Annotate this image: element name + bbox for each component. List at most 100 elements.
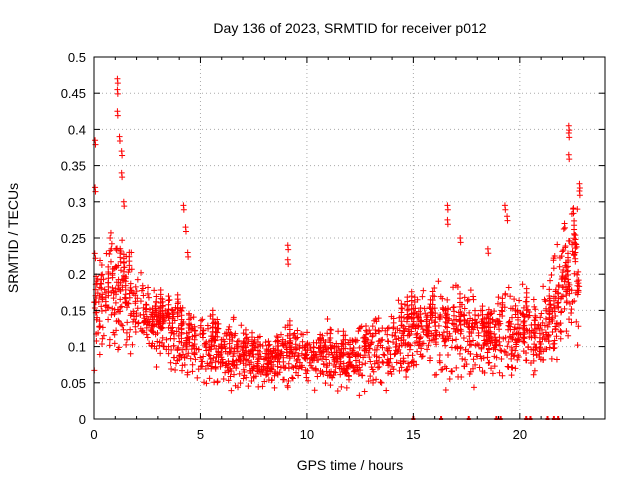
- data-point: [166, 296, 173, 303]
- data-point: [361, 388, 368, 395]
- data-point: [458, 374, 465, 381]
- data-point: [98, 308, 105, 315]
- data-point: [235, 337, 242, 344]
- data-point: [107, 234, 114, 241]
- data-point: [277, 364, 284, 371]
- data-point: [121, 203, 128, 210]
- data-point: [395, 297, 402, 304]
- data-point: [226, 331, 233, 338]
- data-point: [143, 324, 150, 331]
- data-point: [374, 342, 381, 349]
- data-point: [425, 342, 432, 349]
- data-point: [549, 329, 556, 336]
- data-point: [203, 341, 210, 348]
- data-point: [317, 331, 324, 338]
- data-point: [365, 378, 372, 385]
- data-point: [157, 350, 164, 357]
- data-point: [562, 283, 569, 290]
- data-point: [390, 339, 397, 346]
- data-point: [511, 296, 518, 303]
- data-point: [386, 345, 393, 352]
- data-point: [502, 349, 509, 356]
- data-point: [550, 255, 557, 262]
- data-point: [234, 338, 241, 345]
- data-point: [461, 305, 468, 312]
- data-point: [393, 359, 400, 366]
- data-point: [105, 270, 112, 277]
- data-point: [385, 370, 392, 377]
- data-point: [575, 323, 582, 330]
- data-point: [191, 323, 198, 330]
- data-point: [504, 363, 511, 370]
- data-point: [456, 318, 463, 325]
- data-point: [289, 374, 296, 381]
- data-point: [397, 360, 404, 367]
- data-point: [197, 322, 204, 329]
- data-point: [507, 293, 514, 300]
- data-point: [105, 263, 112, 270]
- data-point: [436, 359, 443, 366]
- data-point: [442, 386, 449, 393]
- data-point: [230, 358, 237, 365]
- data-point: [509, 331, 516, 338]
- data-point: [194, 374, 201, 381]
- data-point: [466, 320, 473, 327]
- data-point: [505, 284, 512, 291]
- data-point: [311, 387, 318, 394]
- data-point: [115, 262, 122, 269]
- data-point: [111, 309, 118, 316]
- data-point: [219, 359, 226, 366]
- data-point: [457, 308, 464, 315]
- data-point: [424, 346, 431, 353]
- data-point: [566, 300, 573, 307]
- data-point: [506, 318, 513, 325]
- data-point: [96, 351, 103, 358]
- data-point: [561, 305, 568, 312]
- data-point: [479, 368, 486, 375]
- data-point: [163, 336, 170, 343]
- data-point: [470, 384, 477, 391]
- data-point: [566, 316, 573, 323]
- data-point: [98, 341, 105, 348]
- data-point: [232, 382, 239, 389]
- data-point: [227, 373, 234, 380]
- data-point: [314, 373, 321, 380]
- y-tick-label: 0.3: [68, 195, 86, 210]
- data-point: [542, 298, 549, 305]
- data-point: [178, 322, 185, 329]
- data-point: [99, 291, 106, 298]
- data-point: [267, 366, 274, 373]
- data-point: [271, 370, 278, 377]
- data-point: [197, 363, 204, 370]
- data-point: [481, 315, 488, 322]
- data-point: [491, 308, 498, 315]
- data-point: [199, 358, 206, 365]
- data-point: [394, 348, 401, 355]
- data-point: [249, 329, 256, 336]
- data-point: [208, 359, 215, 366]
- data-point: [123, 341, 130, 348]
- data-point: [575, 268, 582, 275]
- data-point: [367, 358, 374, 365]
- data-point: [574, 271, 581, 278]
- data-point: [184, 369, 191, 376]
- data-point: [217, 363, 224, 370]
- data-point: [197, 354, 204, 361]
- data-point: [546, 344, 553, 351]
- data-point: [225, 368, 232, 375]
- data-point: [507, 305, 514, 312]
- data-point: [202, 340, 209, 347]
- data-point: [400, 323, 407, 330]
- data-point: [571, 217, 578, 224]
- data-point: [550, 265, 557, 272]
- data-point: [95, 329, 102, 336]
- data-point: [457, 344, 464, 351]
- data-point: [561, 278, 568, 285]
- data-point: [228, 368, 235, 375]
- data-point: [369, 323, 376, 330]
- data-point: [426, 328, 433, 335]
- data-point: [456, 350, 463, 357]
- data-point: [356, 325, 363, 332]
- data-point: [414, 330, 421, 337]
